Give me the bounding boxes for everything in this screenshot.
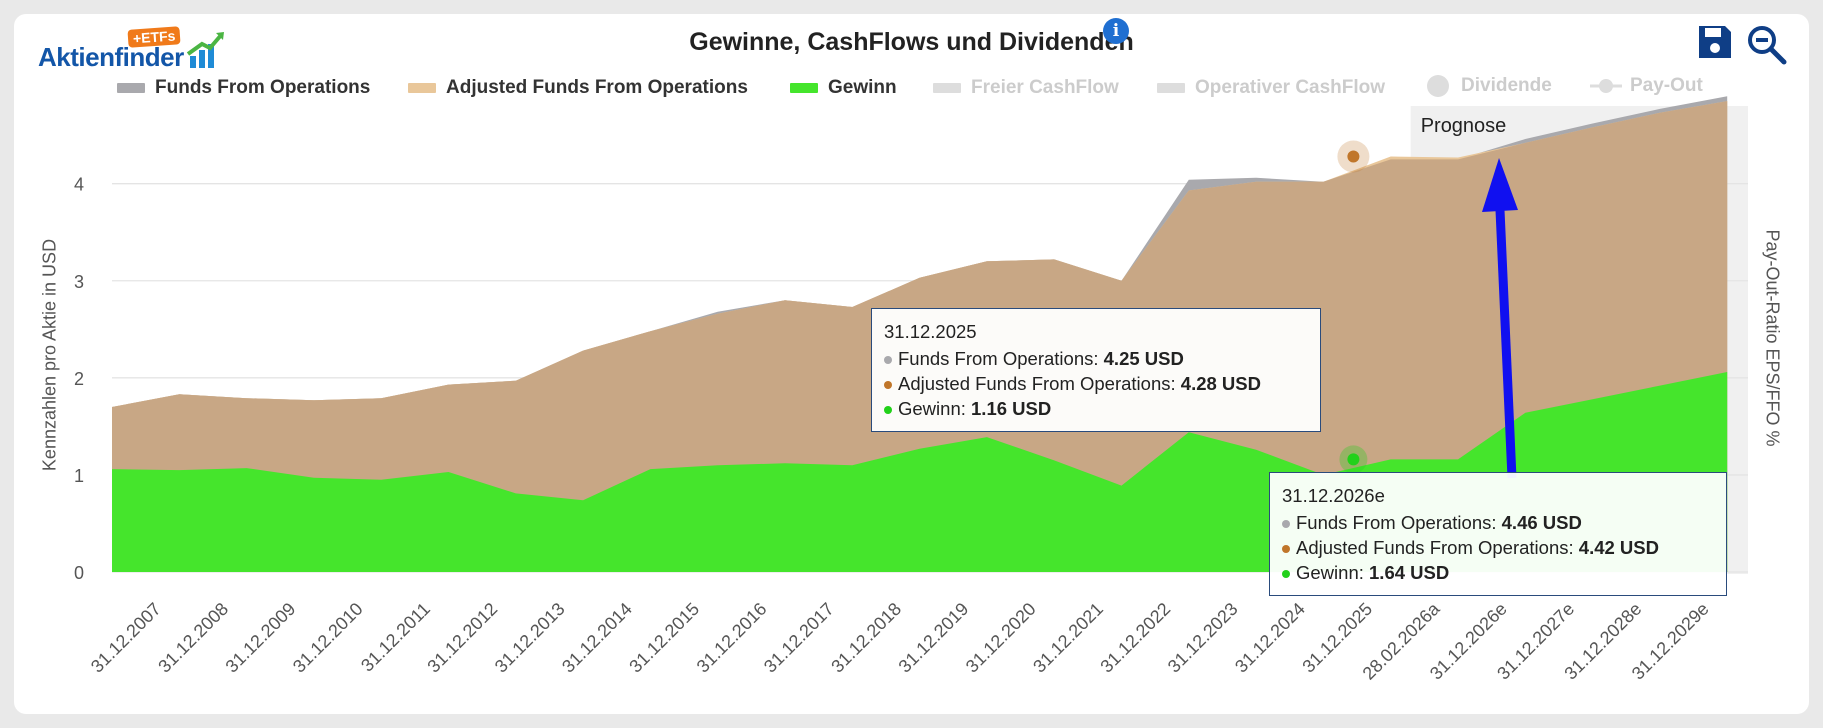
tooltip-dot	[1282, 520, 1290, 529]
tooltip-row-gewinn: Gewinn: 1.16 USD	[884, 396, 1308, 421]
tooltip-label: Gewinn:	[1296, 562, 1370, 583]
hover-point-affo	[1347, 150, 1360, 163]
x-tick-label: 31.12.2012	[423, 599, 501, 677]
save-icon[interactable]	[1697, 24, 1733, 60]
x-tick-label: 31.12.2023	[1164, 599, 1242, 677]
logo-bars-icon	[186, 32, 224, 68]
tooltip-label: Funds From Operations:	[898, 348, 1104, 369]
legend-item-affo[interactable]: Adjusted Funds From Operations	[408, 77, 748, 99]
aktienfinder-logo[interactable]: Aktienfinder +ETFs	[38, 26, 228, 76]
chart-title: Gewinne, CashFlows und Dividenden	[689, 28, 1134, 56]
tooltip-dot	[1282, 545, 1290, 554]
tooltip-value: 1.16 USD	[971, 398, 1052, 419]
tooltip-row-ffo: Funds From Operations: 4.46 USD	[1282, 510, 1714, 535]
x-tick-label: 31.12.2013	[491, 599, 569, 677]
legend-label: Adjusted Funds From Operations	[446, 77, 748, 98]
legend-item-gewinn[interactable]: Gewinn	[790, 77, 897, 99]
annotation-arrow-head	[1482, 158, 1518, 212]
tooltip-dot	[884, 406, 892, 415]
x-tick-label: 31.12.2024	[1231, 599, 1309, 677]
tooltip-row-gewinn: Gewinn: 1.64 USD	[1282, 560, 1714, 585]
x-tick-label: 31.12.2011	[357, 599, 434, 676]
y-axis-label-right: Pay-Out-Ratio EPS/FFO %	[1762, 229, 1783, 447]
x-tick-label: 31.12.2014	[558, 599, 636, 677]
x-tick-label: 31.12.2020	[962, 599, 1040, 677]
x-tick-label: 31.12.2008	[154, 599, 232, 677]
x-tick-label: 31.12.2007	[87, 599, 165, 677]
y-tick-label: 2	[74, 369, 84, 389]
tooltip-value: 4.25 USD	[1103, 348, 1184, 369]
legend-swatch	[1157, 83, 1185, 93]
x-tick-label: 31.12.2015	[625, 599, 703, 677]
tooltip-date: 31.12.2025	[884, 321, 977, 342]
tooltip-row-ffo: Funds From Operations: 4.25 USD	[884, 346, 1308, 371]
tooltip-label: Funds From Operations:	[1296, 512, 1502, 533]
y-axis-label-left: Kennzahlen pro Aktie in USD	[39, 238, 60, 472]
legend-item-freier-cashflow[interactable]: Freier CashFlow	[933, 77, 1119, 99]
x-tick-label: 31.12.2019	[895, 599, 973, 677]
legend-swatch	[790, 83, 818, 93]
x-tick-label: 31.12.2022	[1096, 599, 1174, 677]
annotation-arrow-shaft	[1495, 209, 1517, 479]
y-tick-label: 3	[74, 272, 84, 292]
tooltip-2025: 31.12.2025 Funds From Operations: 4.25 U…	[871, 308, 1321, 432]
legend-swatch	[117, 83, 145, 93]
tooltip-row-affo: Adjusted Funds From Operations: 4.28 USD	[884, 371, 1308, 396]
tooltip-value: 4.42 USD	[1578, 537, 1659, 558]
hover-point-gewinn	[1347, 453, 1360, 466]
legend-swatch	[408, 83, 436, 93]
x-tick-label: 31.12.2009	[222, 599, 300, 677]
legend-item-pay-out[interactable]: Pay-Out	[1590, 75, 1703, 97]
tooltip-row-affo: Adjusted Funds From Operations: 4.42 USD	[1282, 535, 1714, 560]
info-icon[interactable]: i	[1103, 18, 1129, 44]
chart-title-wrap: Gewinne, CashFlows und Dividenden	[0, 28, 1823, 57]
legend-label: Funds From Operations	[155, 77, 371, 98]
tooltip-label: Adjusted Funds From Operations:	[898, 373, 1181, 394]
tooltip-dot	[884, 356, 892, 365]
y-tick-label: 0	[74, 563, 84, 583]
y-tick-label: 1	[74, 466, 84, 486]
legend-label: Freier CashFlow	[971, 77, 1119, 98]
tooltip-value: 1.64 USD	[1369, 562, 1450, 583]
tooltip-date: 31.12.2026e	[1282, 485, 1385, 506]
legend-item-operativer-cashflow[interactable]: Operativer CashFlow	[1157, 77, 1385, 99]
tooltip-value: 4.28 USD	[1180, 373, 1261, 394]
x-tick-label: 31.12.2010	[289, 599, 367, 677]
y-tick-label: 4	[74, 175, 84, 195]
legend-label: Pay-Out	[1630, 75, 1703, 96]
x-tick-label: 31.12.2018	[827, 599, 905, 677]
tooltip-label: Adjusted Funds From Operations:	[1296, 537, 1579, 558]
logo-text: Aktienfinder	[38, 42, 184, 72]
legend-swatch	[1427, 75, 1449, 97]
tooltip-value: 4.46 USD	[1501, 512, 1582, 533]
tooltip-label: Gewinn:	[898, 398, 972, 419]
legend-swatch	[933, 83, 961, 93]
tooltip-dot	[1282, 570, 1290, 579]
tooltip-dot	[884, 381, 892, 390]
x-tick-label: 31.12.2021	[1029, 599, 1107, 677]
x-tick-label: 31.12.2017	[760, 599, 838, 677]
tooltip-2026e: 31.12.2026e Funds From Operations: 4.46 …	[1269, 472, 1727, 596]
legend-label: Operativer CashFlow	[1195, 77, 1386, 98]
legend-item-dividende[interactable]: Dividende	[1427, 75, 1552, 97]
zoom-out-icon[interactable]	[1746, 24, 1788, 66]
legend-item-ffo[interactable]: Funds From Operations	[117, 77, 370, 99]
legend-swatch	[1590, 75, 1622, 97]
x-tick-label: 31.12.2016	[693, 599, 771, 677]
legend-label: Gewinn	[828, 77, 897, 98]
legend: Funds From Operations Adjusted Funds Fro…	[0, 75, 1823, 103]
legend-label: Dividende	[1461, 75, 1552, 96]
forecast-label: Prognose	[1421, 115, 1507, 137]
